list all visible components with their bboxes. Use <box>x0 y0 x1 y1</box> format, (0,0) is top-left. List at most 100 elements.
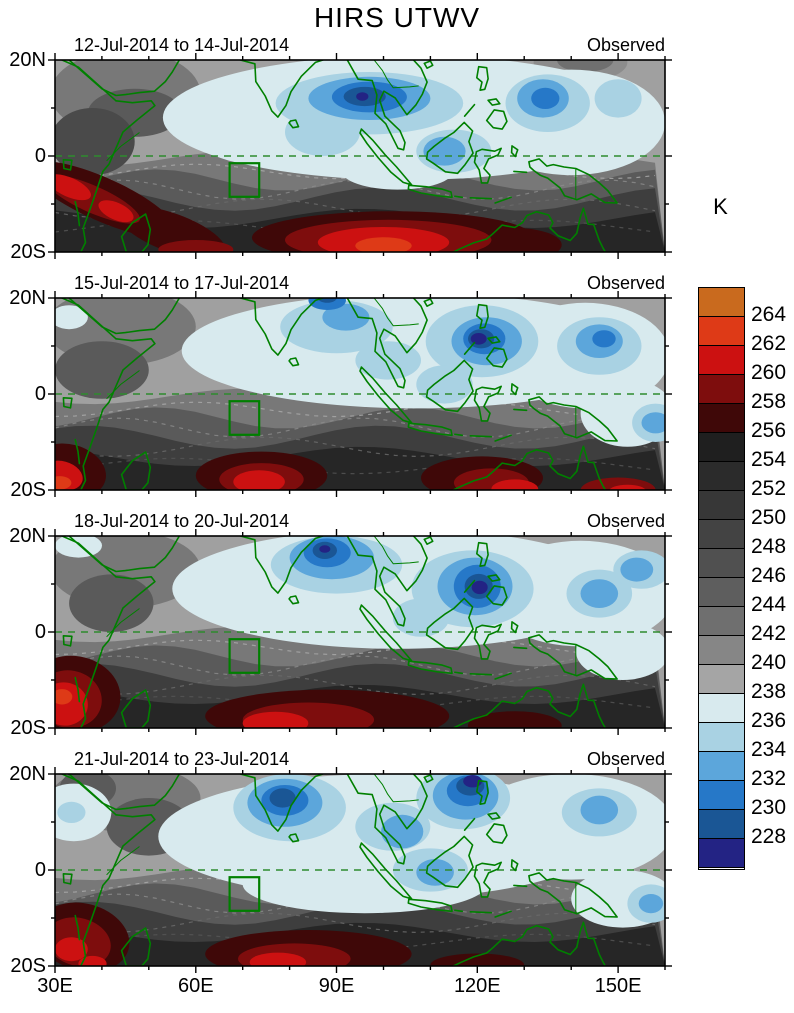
colorbar <box>698 287 745 870</box>
study-region-box <box>228 400 261 436</box>
y-tick-label: 20S <box>10 717 46 739</box>
coastline <box>475 65 489 92</box>
coastline <box>463 341 476 356</box>
colorbar-segment <box>699 317 744 346</box>
y-tick-label: 20N <box>9 525 46 547</box>
coastline <box>79 99 156 252</box>
coastline <box>359 842 413 900</box>
coastline <box>74 676 81 703</box>
colorbar-unit-label: K <box>713 194 728 219</box>
colorbar-tick-label: 240 <box>751 651 787 674</box>
coastline <box>407 184 453 199</box>
coastline <box>61 298 117 340</box>
colorbar-tick-label: 232 <box>751 767 787 790</box>
y-tick-label: 0 <box>34 859 46 881</box>
coastline <box>485 585 508 606</box>
coastline <box>469 673 493 676</box>
coastline <box>61 536 117 578</box>
coastline <box>453 671 464 675</box>
colorbar-segment <box>699 781 744 810</box>
x-tick-label: 60E <box>177 975 214 997</box>
coastline <box>513 408 528 412</box>
colorbar-tick-label: 228 <box>751 825 787 848</box>
panel-source-label: Observed <box>586 749 665 769</box>
coastline <box>513 170 528 174</box>
coastline <box>463 103 476 118</box>
colorbar-segment <box>699 491 744 520</box>
coastline <box>452 207 607 252</box>
x-tick-label: 90E <box>318 975 355 997</box>
coastline <box>359 366 413 424</box>
coastline <box>346 774 428 865</box>
colorbar-tick-label: 252 <box>751 477 787 500</box>
colorbar-tick-label: 260 <box>751 361 787 384</box>
colorbar-tick-label: 256 <box>751 419 787 442</box>
colorbar-segment <box>699 810 744 839</box>
coastline <box>239 536 324 594</box>
coastline <box>473 385 503 422</box>
coastline <box>528 872 618 918</box>
colorbar-segment <box>699 346 744 375</box>
coastline <box>346 298 428 389</box>
panel-period-label: 21-Jul-2014 to 23-Jul-2014 <box>74 749 290 769</box>
coastline <box>513 646 528 650</box>
coastline <box>423 60 434 69</box>
coastline <box>423 536 434 545</box>
coastline <box>452 445 607 490</box>
map-panel <box>48 767 672 973</box>
colorbar-segment <box>699 520 744 549</box>
coastline <box>425 835 474 889</box>
y-tick-label: 20S <box>10 241 46 263</box>
coastline <box>62 397 73 409</box>
y-tick-label: 0 <box>34 145 46 167</box>
panel-period-label: 12-Jul-2014 to 14-Jul-2014 <box>74 35 290 55</box>
coastline <box>475 303 489 330</box>
colorbar-tick-label: 258 <box>751 390 787 413</box>
panel-source-label: Observed <box>586 35 665 55</box>
coastline <box>485 823 508 844</box>
coastline <box>74 914 81 941</box>
coastline <box>79 337 156 490</box>
coastline <box>494 196 512 204</box>
coastline <box>62 635 73 647</box>
coastline <box>510 621 519 634</box>
coastline <box>513 884 528 888</box>
colorbar-tick-label: 264 <box>751 303 787 326</box>
coastline <box>452 921 607 966</box>
coastline <box>288 595 300 605</box>
coastline <box>475 541 489 568</box>
coastline <box>62 159 73 171</box>
y-tick-label: 20N <box>9 287 46 309</box>
coastline <box>528 634 618 680</box>
colorbar-segment <box>699 636 744 665</box>
colorbar-tick-label: 248 <box>751 535 787 558</box>
coastline <box>239 60 324 118</box>
coastline <box>423 774 434 783</box>
map-panel <box>48 529 672 735</box>
colorbar-segment <box>699 752 744 781</box>
study-region-box <box>228 638 261 674</box>
coastline <box>61 774 117 816</box>
coastline <box>346 536 428 627</box>
coastline <box>463 817 476 832</box>
map-panel <box>48 53 672 259</box>
contour-field <box>55 298 665 490</box>
colorbar-segment <box>699 433 744 462</box>
coastline <box>425 359 474 413</box>
colorbar-tick-label: 246 <box>751 564 787 587</box>
colorbar-tick-label: 254 <box>751 448 787 471</box>
colorbar-segment <box>699 462 744 491</box>
coastline <box>485 109 508 130</box>
coastline <box>473 623 503 660</box>
colorbar-segment <box>699 375 744 404</box>
coastline <box>239 298 324 356</box>
coastline <box>407 898 453 913</box>
coastline <box>494 434 512 442</box>
y-tick-label: 20N <box>9 763 46 785</box>
colorbar-segment <box>699 404 744 433</box>
coastline <box>407 660 453 675</box>
colorbar-tick-label: 230 <box>751 796 787 819</box>
coastline <box>469 911 493 914</box>
coastline <box>453 433 464 437</box>
